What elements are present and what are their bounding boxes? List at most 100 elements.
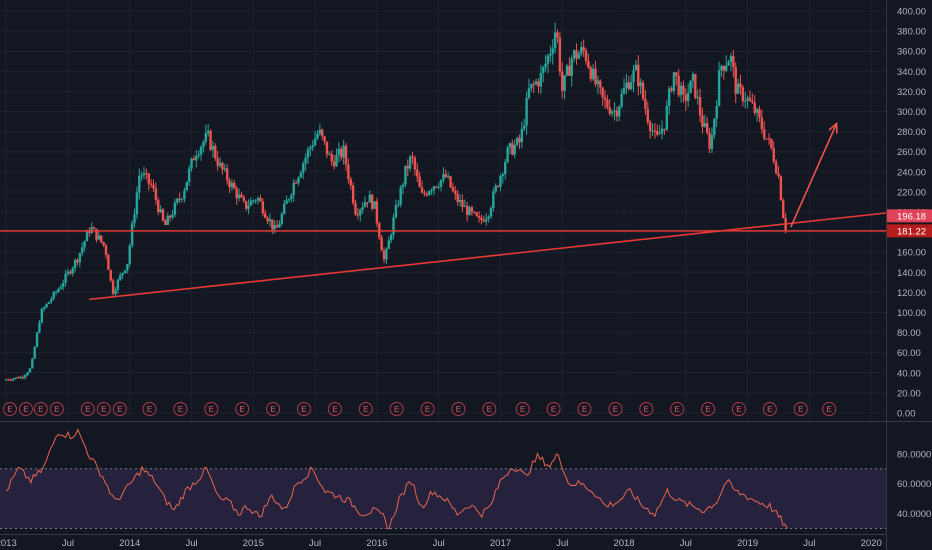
earnings-marker[interactable] [515, 402, 530, 416]
earnings-marker[interactable] [296, 402, 311, 416]
earnings-marker[interactable] [204, 402, 219, 416]
candle-body [504, 162, 507, 175]
candle-body [216, 158, 219, 166]
candle-body [435, 186, 438, 188]
earnings-marker[interactable] [639, 402, 654, 416]
candle-body [287, 199, 291, 201]
candle-body [69, 271, 72, 274]
arrow-head [828, 121, 838, 134]
earnings-marker[interactable] [577, 402, 592, 416]
earnings-marker-label: E [613, 405, 618, 414]
candle-body [458, 200, 462, 202]
candle-body [767, 138, 771, 140]
candle-body [278, 223, 281, 228]
candle-body [109, 269, 112, 281]
earnings-marker[interactable] [49, 402, 64, 416]
candle-body [411, 156, 414, 158]
earnings-marker[interactable] [670, 402, 685, 416]
candle-body [599, 80, 602, 88]
candle-body [237, 194, 241, 199]
earnings-marker[interactable] [96, 402, 111, 416]
candle-body [361, 206, 364, 210]
candle-body [501, 174, 505, 176]
candle-body [765, 138, 768, 140]
candle-body [223, 168, 227, 170]
candle-body [580, 47, 583, 54]
price-tick-label: 160.00 [897, 248, 926, 259]
price-tick-label: 0.00 [897, 409, 916, 420]
earnings-marker[interactable] [235, 402, 250, 416]
earnings-marker[interactable] [793, 402, 808, 416]
earnings-marker[interactable] [18, 402, 33, 416]
earnings-marker[interactable] [482, 402, 497, 416]
candle-body [408, 156, 412, 169]
candle-body [499, 175, 502, 187]
candle-body [727, 62, 730, 66]
candle-body [713, 118, 716, 136]
earnings-marker[interactable] [451, 402, 466, 416]
candle-body [534, 81, 538, 85]
candle-body [539, 72, 543, 87]
candle-body [629, 82, 633, 90]
earnings-marker[interactable] [822, 402, 837, 416]
earnings-marker[interactable] [389, 402, 404, 416]
candle-body [16, 377, 20, 379]
earnings-marker[interactable] [420, 402, 435, 416]
earnings-marker[interactable] [701, 402, 716, 416]
candle-body [686, 93, 690, 102]
candle-body [468, 207, 471, 216]
earnings-marker[interactable] [358, 402, 373, 416]
candle-body [14, 377, 17, 379]
price-tick-label: 380.00 [897, 27, 926, 38]
earnings-marker[interactable] [112, 402, 127, 416]
candle-body [285, 200, 288, 204]
earnings-marker[interactable] [731, 402, 746, 416]
earnings-marker[interactable] [33, 402, 48, 416]
candle-body [359, 209, 362, 216]
candle-body [311, 145, 314, 148]
candle-body [732, 55, 735, 68]
earnings-marker-label: E [826, 405, 831, 414]
rsi-tick-label: 80.0000 [897, 449, 931, 460]
time-tick-label: 2014 [119, 538, 140, 549]
candle-body [321, 129, 324, 137]
candle-body [235, 188, 238, 199]
time-axis[interactable]: 2013 Jul 2014 Jul 2015 Jul 2016 Jul 2017 Jul 2018 J… [0, 538, 882, 549]
candle-body [473, 211, 476, 213]
candle-body [568, 65, 571, 76]
earnings-marker[interactable] [266, 402, 281, 416]
earnings-marker[interactable] [80, 402, 95, 416]
candle-body [78, 253, 82, 263]
rsi-axis[interactable]: 40.0000 60.0000 80.0000 [897, 449, 931, 520]
earnings-marker-label: E [332, 405, 337, 414]
candle-body [772, 147, 775, 162]
candle-body [518, 137, 521, 143]
candle-body [283, 203, 286, 214]
earnings-marker[interactable] [173, 402, 188, 416]
candle-body [126, 263, 129, 271]
candle-body [54, 291, 58, 293]
trend-line[interactable] [88, 212, 887, 301]
candle-body [594, 68, 597, 85]
candle-body [551, 48, 554, 54]
earnings-marker-label: E [456, 405, 461, 414]
time-tick-label: Jul [680, 538, 692, 549]
earnings-marker[interactable] [546, 402, 561, 416]
candle-body [180, 198, 184, 200]
earnings-marker[interactable] [2, 402, 17, 416]
time-tick-label: 2015 [243, 538, 264, 549]
candle-body [432, 186, 436, 191]
arrow-shaft[interactable] [790, 123, 838, 228]
earnings-marker[interactable] [608, 402, 623, 416]
candle-body [157, 199, 160, 213]
candle-body [553, 32, 557, 49]
candle-body [304, 157, 307, 164]
candle-body [561, 71, 564, 91]
time-tick-label: 2016 [366, 538, 387, 549]
earnings-marker[interactable] [327, 402, 342, 416]
earnings-marker[interactable] [762, 402, 777, 416]
candle-body [508, 143, 512, 148]
candle-body [496, 185, 500, 187]
earnings-marker[interactable] [142, 402, 157, 416]
price-tick-label: 360.00 [897, 47, 926, 58]
